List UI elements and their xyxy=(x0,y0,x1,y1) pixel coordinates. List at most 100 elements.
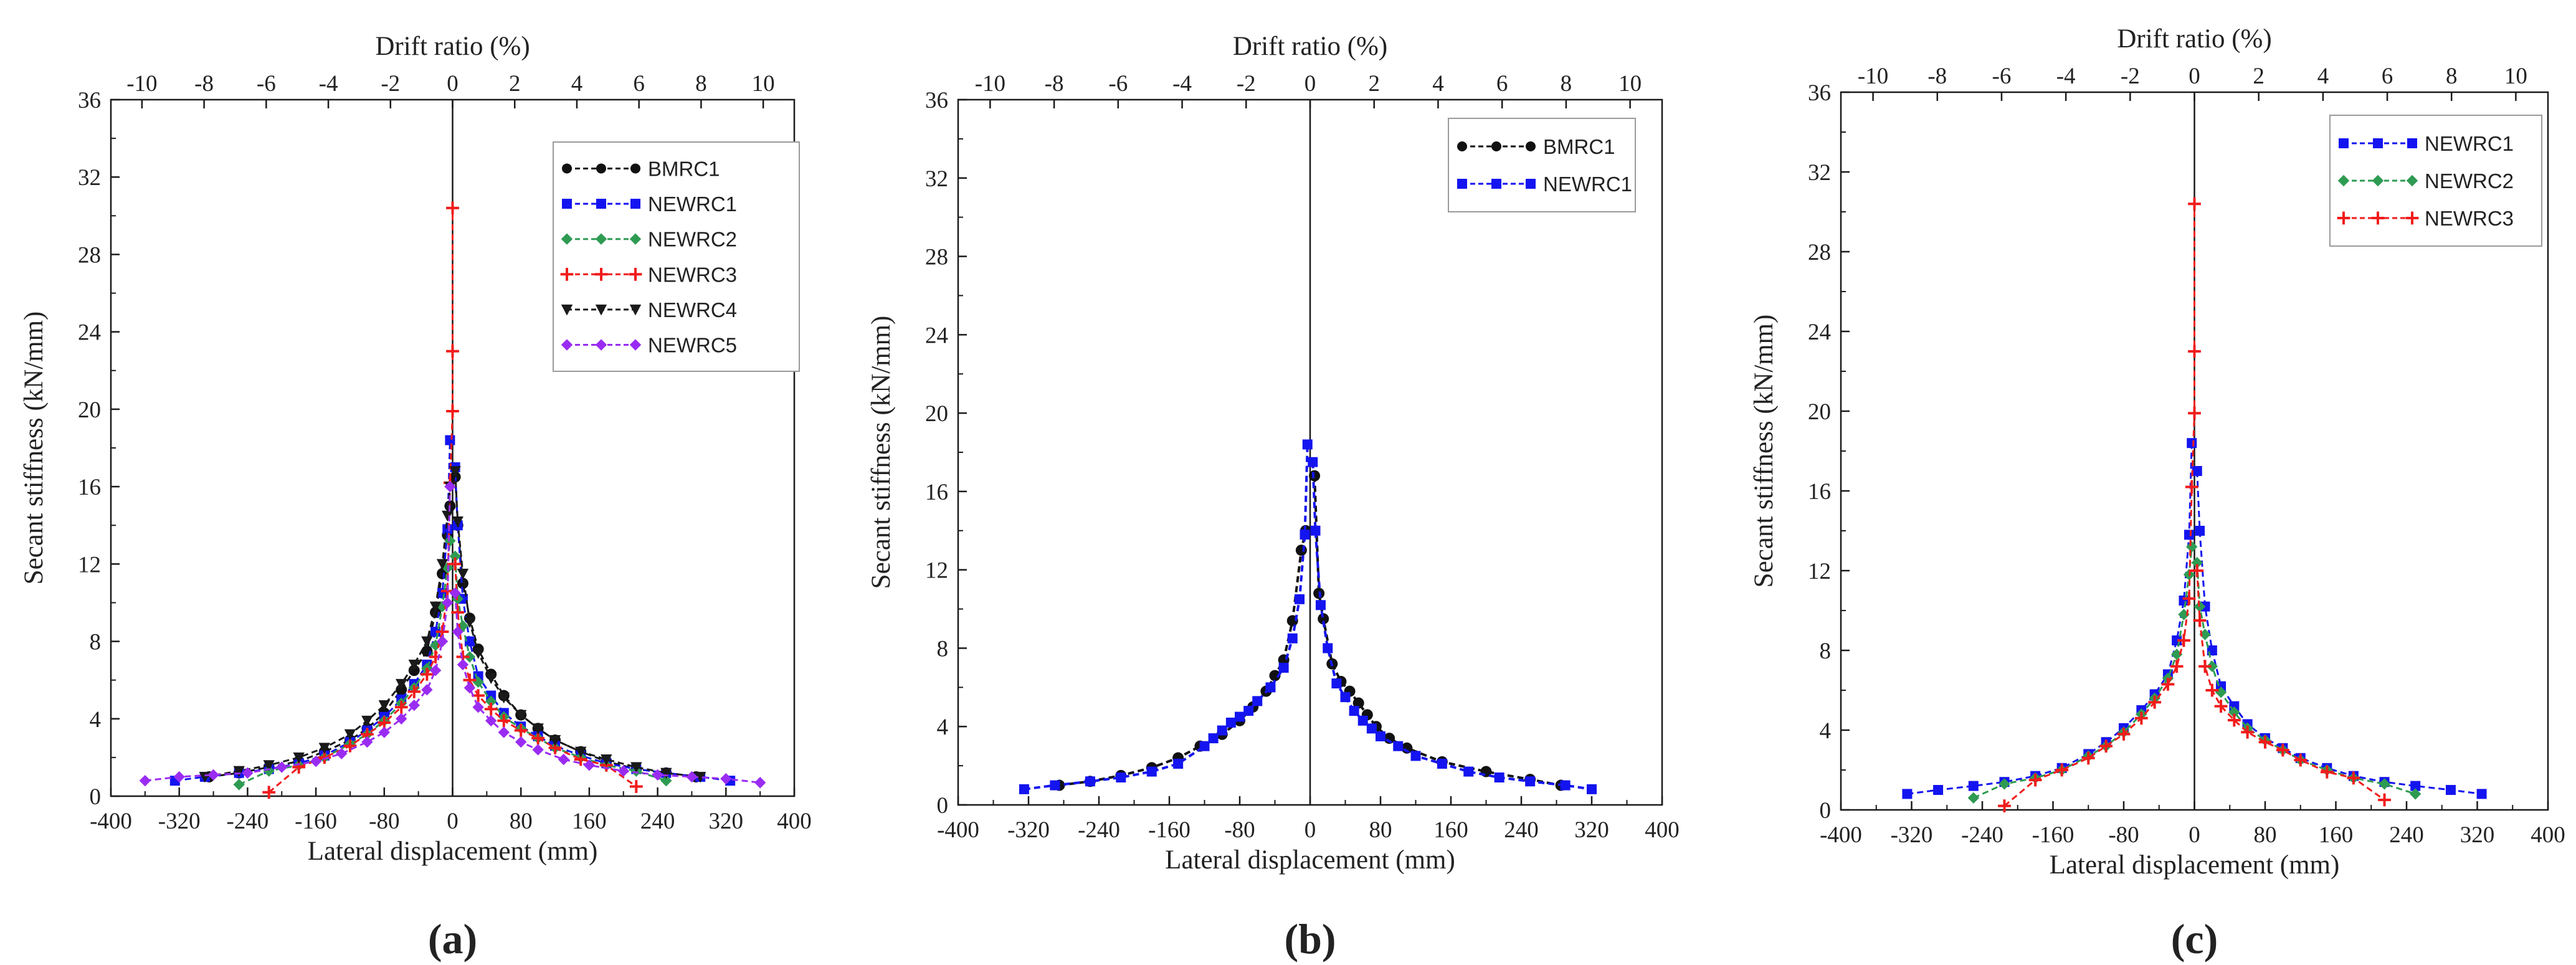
legend-label: NEWRC1 xyxy=(648,193,737,216)
data-point xyxy=(2134,711,2148,725)
data-point xyxy=(2170,649,2183,660)
series-newrc3 xyxy=(1998,197,2391,812)
data-point xyxy=(2409,788,2422,800)
series-line xyxy=(1313,475,1561,787)
data-point xyxy=(472,676,484,688)
x-tick-label: 0 xyxy=(2189,822,2200,848)
x-tick-label: -160 xyxy=(2032,822,2075,848)
y-tick-label: 28 xyxy=(925,245,948,270)
data-point xyxy=(1340,692,1351,703)
data-point xyxy=(486,690,497,701)
y-tick-label: 16 xyxy=(925,480,948,505)
legend-marker xyxy=(560,267,574,281)
data-point xyxy=(617,765,629,777)
legend-label: NEWRC3 xyxy=(2425,207,2514,230)
data-point xyxy=(2241,725,2255,739)
series-line xyxy=(204,486,451,778)
data-point xyxy=(2276,743,2289,757)
top-x-tick-label: 4 xyxy=(571,71,583,97)
series-line xyxy=(454,471,701,778)
series-line xyxy=(454,592,761,784)
x-tick-label: 320 xyxy=(2460,822,2495,848)
data-point xyxy=(446,201,459,215)
data-point xyxy=(1463,766,1474,777)
data-point xyxy=(686,771,698,783)
data-point xyxy=(1085,776,1095,787)
top-x-tick-label: -2 xyxy=(381,71,400,97)
series-line xyxy=(145,487,451,782)
data-point xyxy=(173,771,185,783)
data-point xyxy=(233,766,245,777)
data-point xyxy=(1252,696,1263,706)
data-point xyxy=(1366,723,1377,734)
data-point xyxy=(2294,753,2307,767)
data-point xyxy=(485,695,497,708)
legend-marker xyxy=(594,267,608,281)
data-point xyxy=(442,524,453,535)
legend-marker xyxy=(561,233,573,245)
data-point xyxy=(1265,682,1276,693)
data-point xyxy=(2258,735,2272,749)
legend-marker xyxy=(595,339,607,351)
data-point xyxy=(444,480,456,493)
data-point xyxy=(449,466,461,477)
data-point xyxy=(2161,678,2175,691)
data-point xyxy=(515,710,527,721)
legend-marker xyxy=(562,163,572,174)
x-tick-label: -240 xyxy=(1961,822,2003,848)
data-point xyxy=(2182,592,2196,606)
top-x-tick-label: -10 xyxy=(975,71,1005,97)
legend-marker xyxy=(2372,174,2384,187)
top-x-tick-label: 6 xyxy=(1496,71,1508,97)
data-point xyxy=(2148,695,2162,709)
top-x-tick-label: 4 xyxy=(2317,64,2329,89)
data-point xyxy=(660,774,672,787)
x-tick-label: -160 xyxy=(1148,817,1191,843)
data-point xyxy=(449,587,461,599)
data-point xyxy=(515,736,527,748)
data-point xyxy=(421,683,433,696)
legend-marker xyxy=(629,233,642,245)
data-point xyxy=(2184,530,2194,540)
data-point xyxy=(2215,687,2227,698)
y-axis-label: Secant stiffness (kN/mm) xyxy=(1749,315,1779,588)
data-point xyxy=(429,639,442,651)
data-point xyxy=(1295,594,1305,604)
series-line xyxy=(454,477,696,778)
y-tick-label: 36 xyxy=(78,88,101,113)
data-point xyxy=(429,601,442,613)
data-point xyxy=(532,744,544,756)
data-point xyxy=(394,700,408,714)
data-point xyxy=(1494,772,1504,782)
y-tick-label: 4 xyxy=(90,707,102,733)
x-tick-label: -320 xyxy=(1007,817,1050,843)
series-line xyxy=(209,506,451,778)
chart-panel-3: -400 -320 -240 -160 -80 0 80 160 240 320 400048121… xyxy=(1749,24,2565,963)
data-point xyxy=(2198,660,2212,673)
data-point xyxy=(2214,700,2228,713)
data-point xyxy=(720,772,732,785)
top-x-tick-label: 6 xyxy=(2382,64,2393,89)
chart-panel-2: -400 -320 -240 -160 -80 0 80 160 240 320 400048121… xyxy=(867,32,1680,963)
top-x-tick-label: 8 xyxy=(695,71,707,97)
series-line xyxy=(1311,462,1592,791)
data-point xyxy=(1393,741,1404,751)
x-tick-label: -80 xyxy=(1224,817,1255,843)
y-tick-label: 0 xyxy=(1820,798,1832,824)
data-point xyxy=(1235,711,1245,722)
series-newrc3 xyxy=(262,201,643,799)
data-point xyxy=(574,746,587,758)
x-tick-label: -160 xyxy=(295,809,337,834)
data-point xyxy=(396,713,407,725)
y-tick-label: 36 xyxy=(925,88,948,113)
data-point xyxy=(532,723,544,734)
legend-marker xyxy=(2337,174,2350,187)
y-tick-label: 24 xyxy=(1808,320,1831,345)
data-point xyxy=(2028,773,2042,787)
legend-marker xyxy=(2373,138,2383,148)
data-point xyxy=(436,601,449,612)
x-tick-label: -240 xyxy=(226,809,269,834)
y-tick-label: 24 xyxy=(78,320,101,346)
y-tick-label: 16 xyxy=(1808,479,1831,505)
